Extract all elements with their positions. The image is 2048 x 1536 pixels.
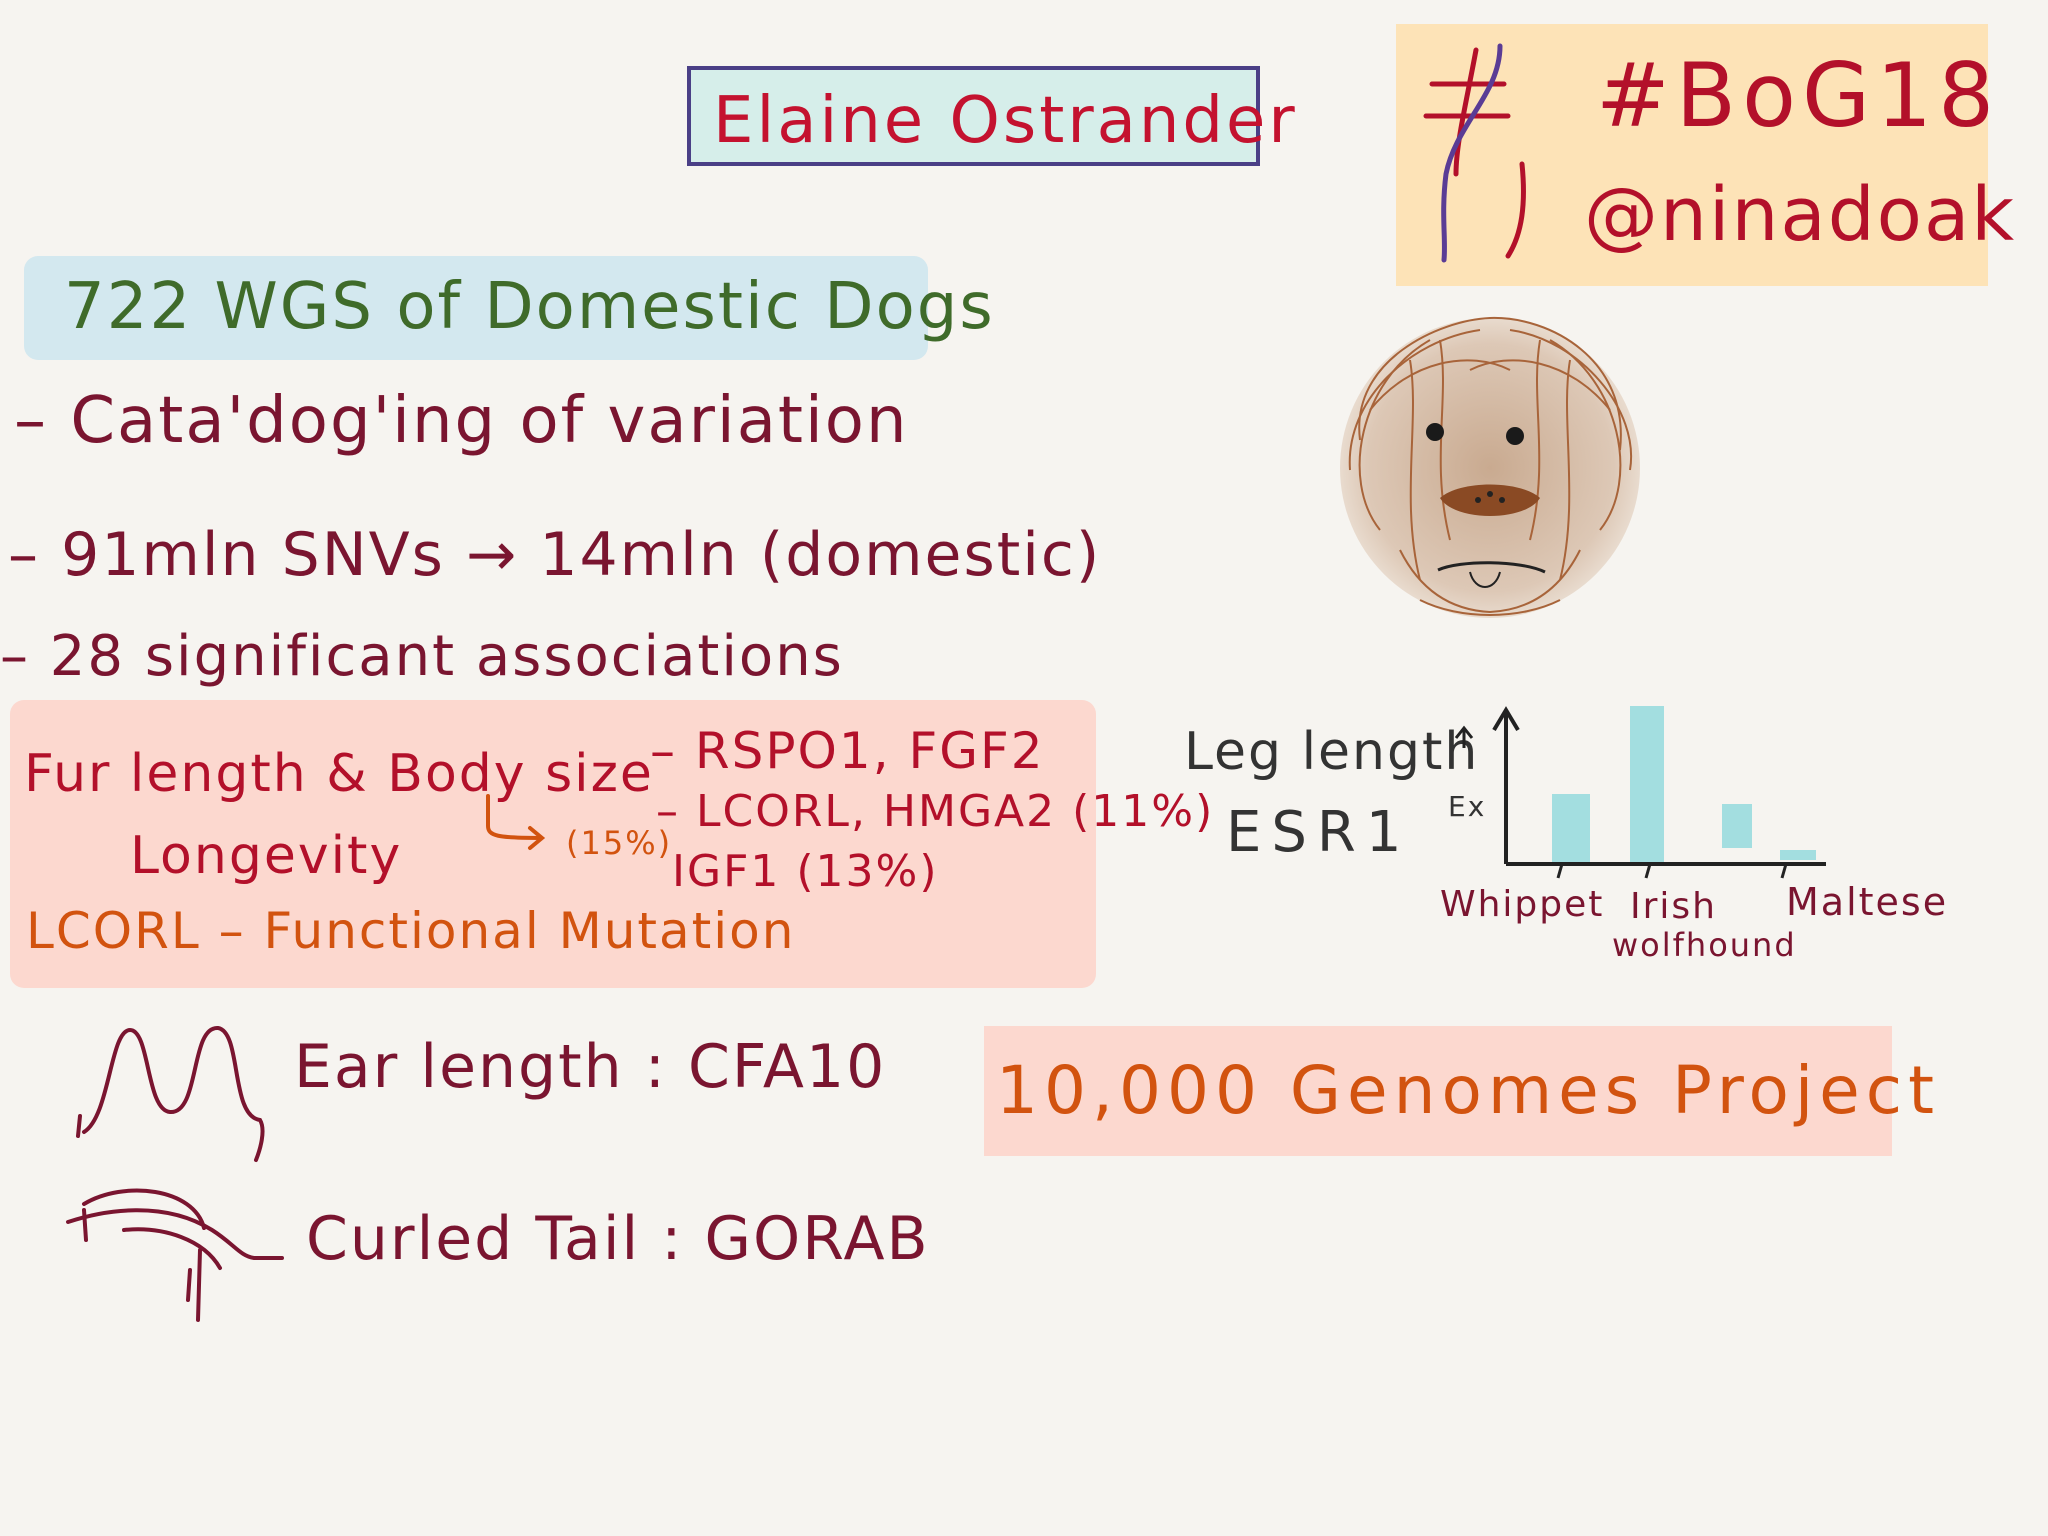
chart-axes <box>1454 706 1826 866</box>
esr1-label: ESR1 <box>1226 800 1412 865</box>
lcorl-mutation: LCORL – Functional Mutation <box>26 902 796 960</box>
traits-box <box>10 700 1096 988</box>
bullet-2: – 91mln SNVs → 14mln (domestic) <box>8 520 1102 590</box>
genomes-project: 10,000 Genomes Project <box>996 1052 1940 1129</box>
headline: 722 WGS of Domestic Dogs <box>64 270 995 344</box>
bar-whippet <box>1552 794 1590 862</box>
bar-irish-wolfhound <box>1630 706 1664 862</box>
genes-igf1: IGF1 (13%) <box>672 846 939 897</box>
bullet-1: – Cata'dog'ing of variation <box>14 384 909 458</box>
hashtag-box: #BoG18 @ninadoak <box>1396 24 2014 286</box>
longevity-percent: (15%) <box>566 824 673 862</box>
genomes-box: 10,000 Genomes Project <box>984 1026 1934 1156</box>
twitter-handle: @ninadoak <box>1584 172 2017 258</box>
chart-axis-label: Ex <box>1448 790 1487 823</box>
ear-length-label: Ear length : CFA10 <box>294 1032 887 1102</box>
longevity-label: Longevity <box>130 826 403 886</box>
curled-tail-label: Curled Tail : GORAB <box>306 1204 930 1274</box>
genes-rspo1-fgf2: – RSPO1, FGF2 <box>650 722 1045 780</box>
fur-body-label: Fur length & Body size <box>24 744 654 804</box>
curled-tail-icon <box>66 1188 284 1322</box>
bar-maltese <box>1780 850 1816 860</box>
bullet-3: – 28 significant associations <box>0 624 844 689</box>
category-whippet: Whippet <box>1440 884 1605 925</box>
hash-mark-icon <box>1423 43 1526 263</box>
bar-small <box>1722 804 1752 848</box>
leg-length-chart <box>1454 706 1826 879</box>
speaker-name: Elaine Ostrander <box>713 84 1298 158</box>
category-maltese: Maltese <box>1786 880 1949 924</box>
category-irish: Irish <box>1630 886 1717 927</box>
hashtag-text: #BoG18 <box>1596 44 2001 147</box>
category-wolfhound: wolfhound <box>1612 926 1797 964</box>
title-box: Elaine Ostrander <box>687 66 1295 166</box>
dog-face-drawing <box>1340 316 1640 618</box>
ear-curve-icon <box>76 1025 265 1162</box>
headline-box: 722 WGS of Domestic Dogs <box>24 256 993 360</box>
genes-lcorl-hmga2: – LCORL, HMGA2 (11%) <box>656 786 1215 837</box>
leg-length-label: Leg length <box>1184 722 1480 782</box>
arrow-curve-icon <box>486 794 546 850</box>
